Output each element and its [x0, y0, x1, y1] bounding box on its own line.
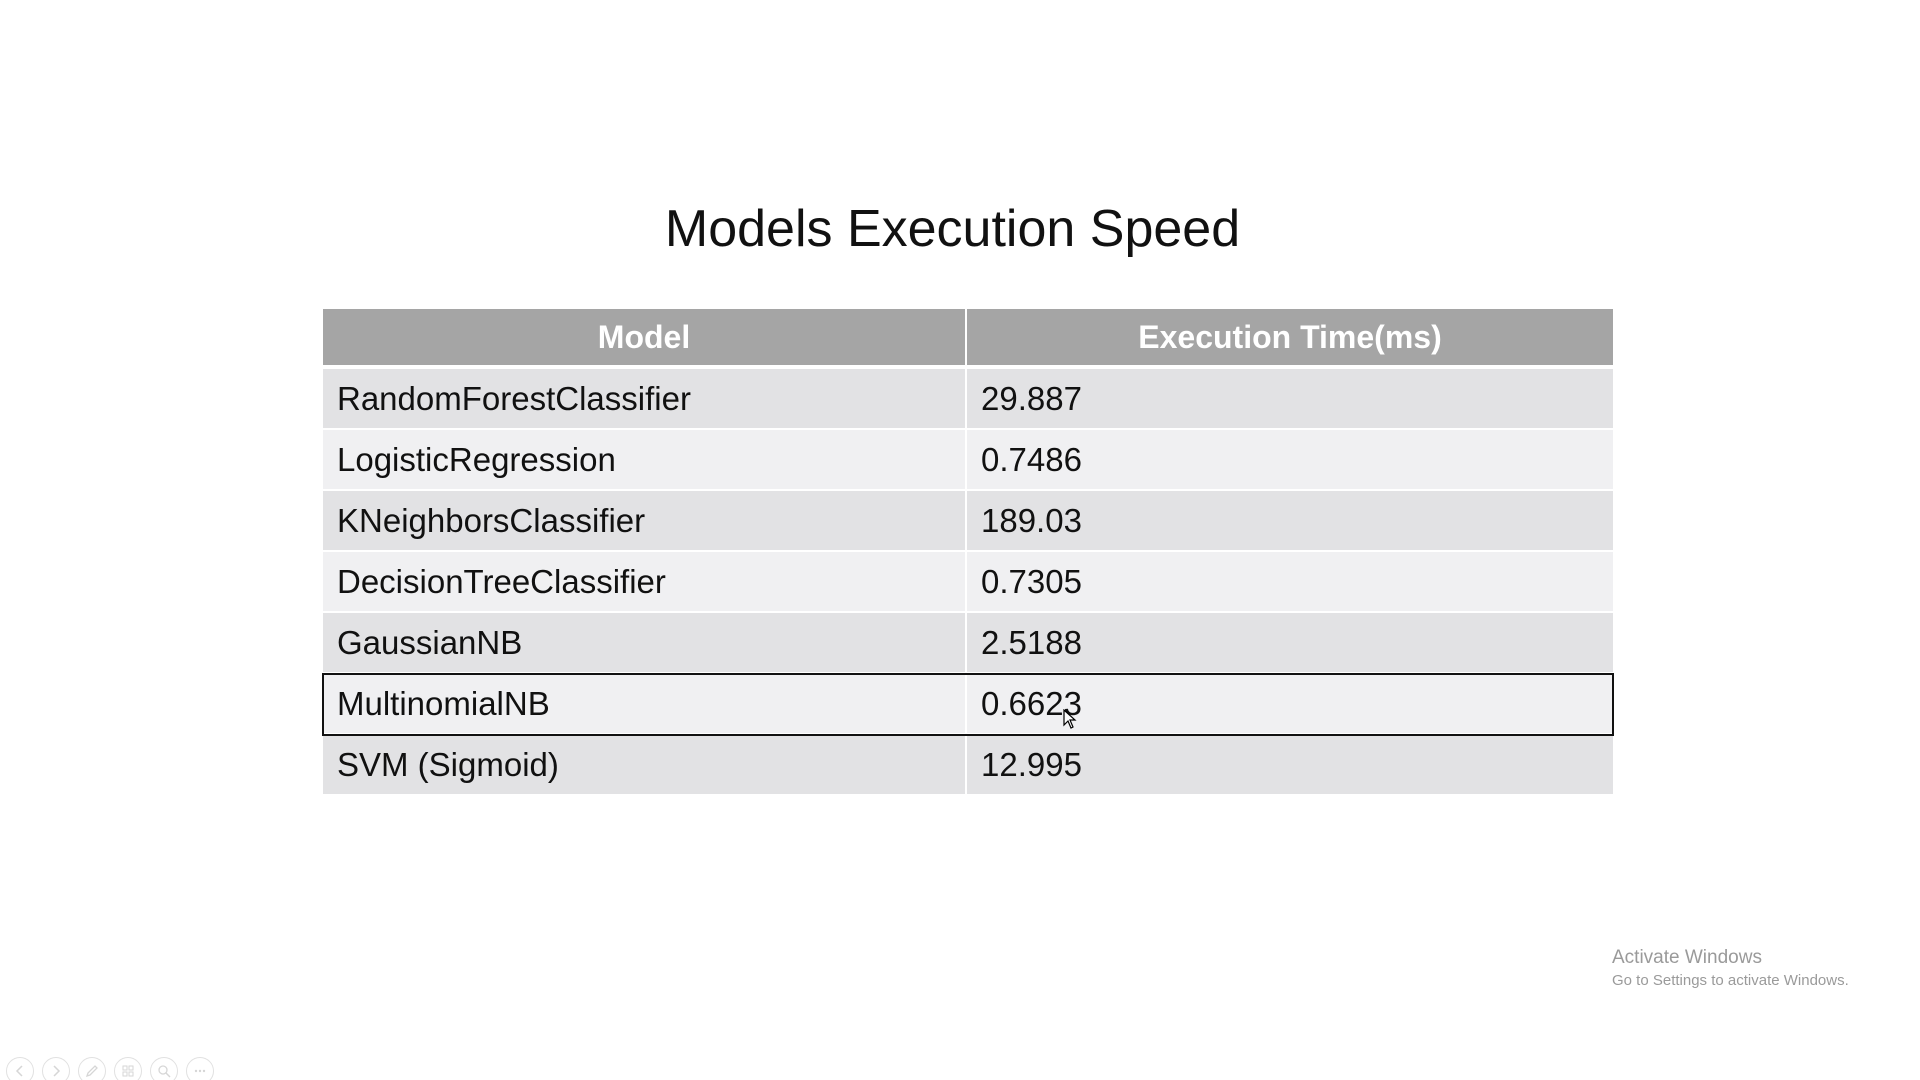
- model-cell[interactable]: LogisticRegression: [323, 430, 967, 489]
- time-cell[interactable]: 0.7486: [967, 430, 1613, 489]
- table-row[interactable]: DecisionTreeClassifier 0.7305: [323, 552, 1613, 613]
- table-row[interactable]: LogisticRegression 0.7486: [323, 430, 1613, 491]
- time-cell[interactable]: 0.6623: [967, 674, 1613, 733]
- slideshow-controls: [6, 1057, 214, 1080]
- time-cell[interactable]: 29.887: [967, 369, 1613, 428]
- time-cell[interactable]: 0.7305: [967, 552, 1613, 611]
- model-cell[interactable]: RandomForestClassifier: [323, 369, 967, 428]
- mouse-cursor-icon: [1063, 709, 1077, 729]
- zoom-icon[interactable]: [150, 1057, 178, 1080]
- watermark-line2: Go to Settings to activate Windows.: [1612, 972, 1849, 989]
- slide-title: Models Execution Speed: [664, 200, 1241, 258]
- execution-speed-table: Model Execution Time(ms) RandomForestCla…: [322, 309, 1614, 796]
- table-row-selected[interactable]: MultinomialNB 0.6623: [322, 673, 1614, 736]
- table-row[interactable]: KNeighborsClassifier 189.03: [323, 491, 1613, 552]
- time-cell[interactable]: 12.995: [967, 735, 1613, 794]
- table-row[interactable]: SVM (Sigmoid) 12.995: [323, 735, 1613, 796]
- model-cell[interactable]: MultinomialNB: [323, 674, 967, 733]
- table-header-row: Model Execution Time(ms): [323, 309, 1613, 369]
- pen-icon[interactable]: [78, 1057, 106, 1080]
- previous-icon[interactable]: [6, 1057, 34, 1080]
- header-model: Model: [323, 309, 967, 365]
- watermark-line1: Activate Windows: [1612, 947, 1762, 968]
- more-icon[interactable]: [186, 1057, 214, 1080]
- model-cell[interactable]: DecisionTreeClassifier: [323, 552, 967, 611]
- time-cell[interactable]: 2.5188: [967, 613, 1613, 672]
- table-row[interactable]: GaussianNB 2.5188: [323, 613, 1613, 674]
- header-execution-time: Execution Time(ms): [967, 309, 1613, 365]
- model-cell[interactable]: SVM (Sigmoid): [323, 735, 967, 794]
- table-row[interactable]: RandomForestClassifier 29.887: [323, 369, 1613, 430]
- model-cell[interactable]: GaussianNB: [323, 613, 967, 672]
- slides-icon[interactable]: [114, 1057, 142, 1080]
- activate-windows-watermark: Activate Windows Go to Settings to activ…: [1612, 946, 1849, 992]
- next-icon[interactable]: [42, 1057, 70, 1080]
- time-cell[interactable]: 189.03: [967, 491, 1613, 550]
- model-cell[interactable]: KNeighborsClassifier: [323, 491, 967, 550]
